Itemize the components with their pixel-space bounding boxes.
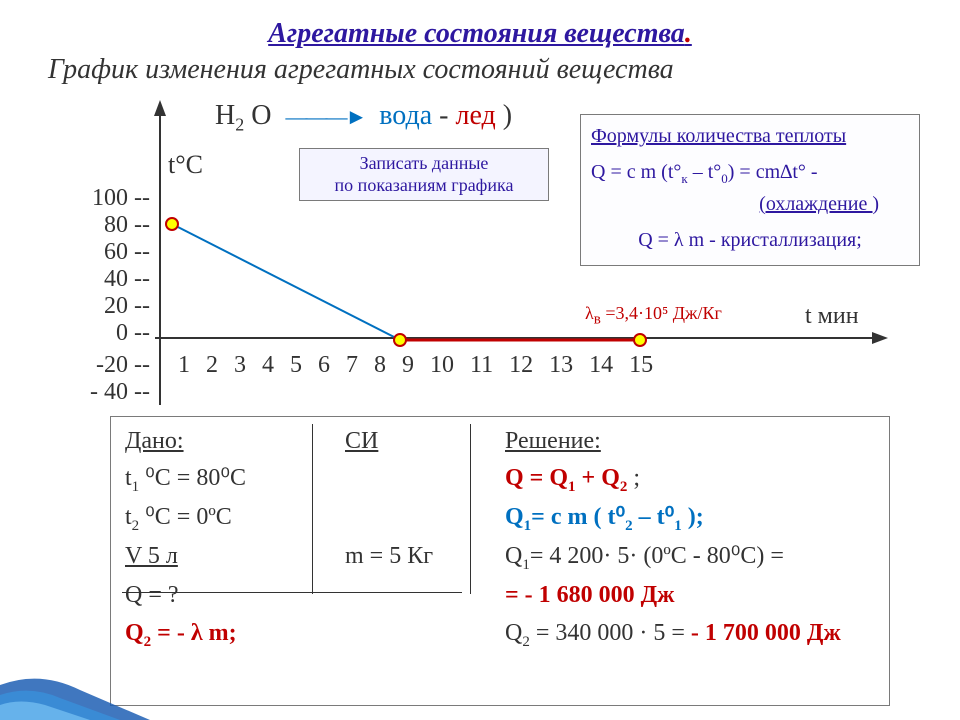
main-title: Агрегатные состояния вещества.	[0, 18, 960, 50]
x-axis-label: t мин	[805, 303, 859, 330]
h2o-line: Н2 О ———► вода - лед )	[215, 100, 512, 136]
title-dot: .	[685, 18, 692, 49]
x-ticks: 1 2 3 4 5 6 7 8 9 10 11 12 13 14 15	[178, 352, 653, 379]
y-tick: -20 --	[50, 352, 150, 379]
formulas-box: Формулы количества теплоты Q = c m (t°к …	[580, 114, 920, 266]
y-tick: 80 --	[50, 212, 150, 239]
y-tick: 0 --	[50, 320, 150, 347]
y-tick: 20 --	[50, 293, 150, 320]
solution-box: Дано: СИ Решение: t1 ⁰С = 80⁰С Q = Q1 + …	[110, 416, 890, 706]
y-tick: 100 --	[50, 185, 150, 212]
y-axis-label: t°С	[168, 150, 203, 180]
formulas-header: Формулы количества теплоты	[591, 121, 909, 151]
arrow-icon: ———►	[285, 104, 365, 129]
instruction-box: Записать данные по показаниям графика	[299, 148, 549, 201]
subtitle: График изменения агрегатных состояний ве…	[48, 54, 674, 86]
y-tick: 60 --	[50, 239, 150, 266]
lambda-constant: λв =3,4·10⁵ Дж/Кг	[585, 303, 722, 329]
corner-decoration	[0, 660, 150, 720]
y-tick: - 40 --	[50, 379, 150, 406]
y-tick: 40 --	[50, 266, 150, 293]
